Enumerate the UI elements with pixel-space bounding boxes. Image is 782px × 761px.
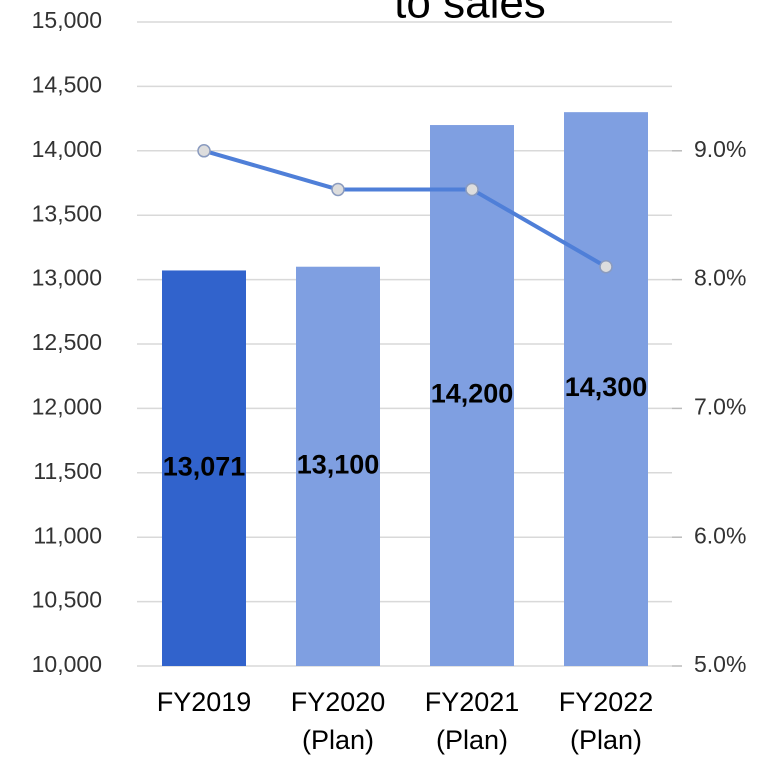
x-tick-label: (Plan) xyxy=(436,725,508,755)
value-label: 14,300 xyxy=(565,372,648,402)
bar xyxy=(162,270,246,666)
y2-tick-label: 9.0% xyxy=(694,136,746,162)
bar xyxy=(296,266,380,666)
y2-tick-label: 8.0% xyxy=(694,265,746,291)
y-tick-label: 14,000 xyxy=(32,136,102,162)
y-tick-label: 13,500 xyxy=(32,200,102,226)
point xyxy=(197,144,211,158)
y-tick-label: 12,000 xyxy=(32,393,102,419)
x-tick-label: FY2021 xyxy=(425,687,520,717)
y-tick-label: 14,500 xyxy=(32,71,102,97)
y2-tick-label: 5.0% xyxy=(694,651,746,677)
y2-tick-label: 7.0% xyxy=(694,393,746,419)
y-tick-label: 12,500 xyxy=(32,329,102,355)
point xyxy=(331,182,345,197)
y-tick-label: 10,000 xyxy=(32,651,102,677)
y-tick-label: 13,000 xyxy=(32,265,102,291)
x-tick-label: (Plan) xyxy=(302,725,374,755)
point xyxy=(599,259,613,274)
x-tick-label: (Plan) xyxy=(570,725,642,755)
y2-tick-label: 6.0% xyxy=(694,522,746,548)
y-tick-label: 15,000 xyxy=(32,7,102,33)
x-tick-label: FY2022 xyxy=(559,687,654,717)
value-label: 13,071 xyxy=(163,451,246,481)
y-tick-label: 10,500 xyxy=(32,587,102,613)
chart-title: to sales xyxy=(394,0,546,28)
line xyxy=(203,148,607,269)
bar xyxy=(564,112,648,666)
point xyxy=(465,182,479,197)
x-tick-label: FY2020 xyxy=(291,687,386,717)
x-tick-label: FY2019 xyxy=(157,687,252,717)
y-tick-label: 11,500 xyxy=(33,458,102,484)
bar xyxy=(430,125,514,667)
y-tick-label: 11,000 xyxy=(33,522,102,548)
value-label: 14,200 xyxy=(431,379,514,409)
value-label: 13,100 xyxy=(297,449,380,479)
